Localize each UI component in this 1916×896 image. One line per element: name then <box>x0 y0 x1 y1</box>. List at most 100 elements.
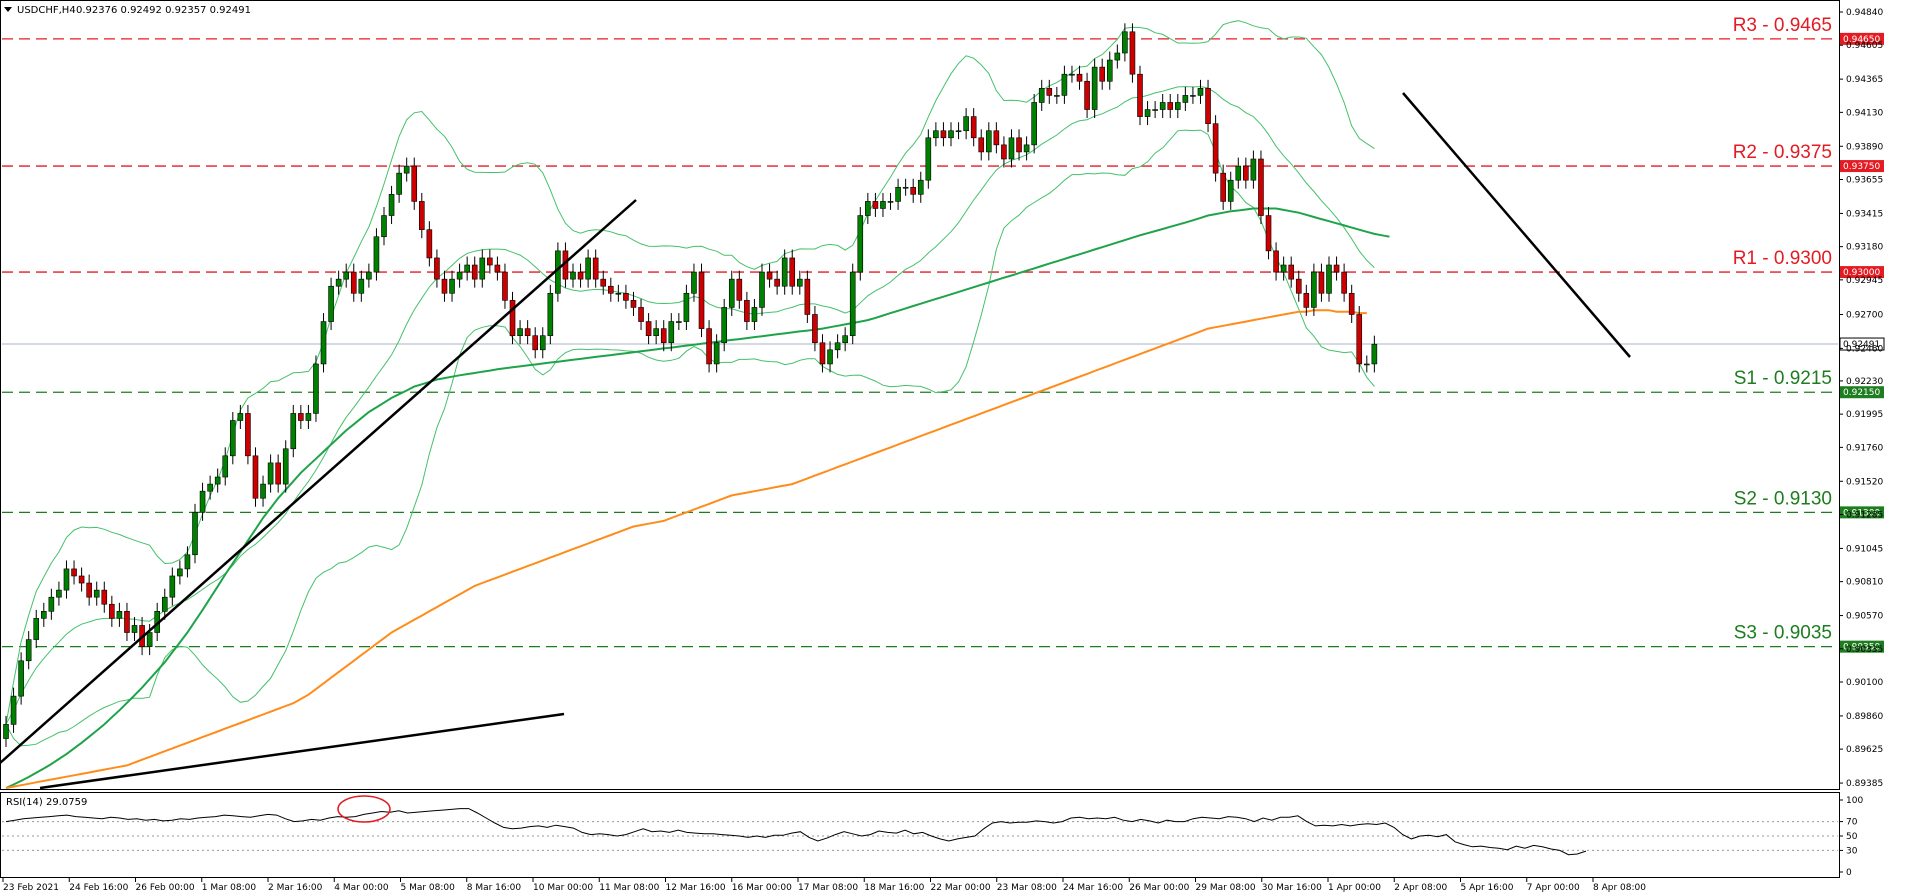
candle-bullish <box>728 278 735 308</box>
candle-bearish <box>789 257 796 287</box>
candle-bearish <box>660 328 667 344</box>
candle-bullish <box>902 186 909 189</box>
candle-bearish <box>1318 271 1325 294</box>
candle-bearish <box>532 335 539 351</box>
candle-bullish <box>1197 88 1204 96</box>
candle-bullish <box>449 278 455 294</box>
y-tick-label: 0.93180 <box>1846 243 1883 253</box>
level-price-tag <box>1840 506 1884 519</box>
y-tick-label: 0.90570 <box>1846 612 1883 622</box>
x-tick-label: 24 Feb 16:00 <box>69 883 128 893</box>
current-price-tag-label: 0.92491 <box>1843 340 1880 350</box>
level-price-tag-label: 0.90350 <box>1843 643 1880 653</box>
candle-bullish <box>184 554 191 570</box>
candle-bearish <box>744 300 750 322</box>
candle-bearish <box>766 271 773 280</box>
candle-bullish <box>290 413 297 450</box>
candle-bearish <box>1265 215 1272 252</box>
candle-bullish <box>464 264 470 273</box>
rsi-y-tick-label: 50 <box>1846 832 1858 842</box>
candle-bullish <box>320 321 327 365</box>
candle-bullish <box>456 271 463 280</box>
candle-bearish <box>275 462 281 485</box>
candle-bearish <box>645 321 652 336</box>
candle-bullish <box>33 618 40 640</box>
candle-bullish <box>192 512 198 556</box>
candle-bearish <box>1167 102 1174 110</box>
candle-bearish <box>819 342 826 365</box>
candle-bearish <box>441 278 448 294</box>
candle-bullish <box>1227 179 1234 202</box>
candle-bullish <box>849 271 856 336</box>
candle-bearish <box>350 271 357 294</box>
level-price-tag <box>1840 32 1884 45</box>
candle-bearish <box>411 165 418 202</box>
candle-bearish <box>630 300 637 308</box>
candle-bearish <box>940 130 947 139</box>
rsi-chart-frame <box>0 792 1840 878</box>
candle-bullish <box>1235 165 1242 181</box>
candle-bearish <box>1356 314 1363 365</box>
candle-bullish <box>570 271 576 280</box>
candle-bullish <box>676 321 682 323</box>
y-tick-label: 0.90100 <box>1846 678 1883 688</box>
x-tick-label: 1 Mar 08:00 <box>202 883 257 893</box>
candle-bearish <box>638 307 644 322</box>
candle-bullish <box>48 596 55 612</box>
level-label-support: S1 - 0.9215 <box>1734 368 1832 389</box>
candle-bullish <box>683 292 690 322</box>
x-tick-label: 24 Mar 16:00 <box>1063 883 1123 893</box>
y-tick-label: 0.89385 <box>1846 779 1883 789</box>
y-tick-label: 0.94365 <box>1846 75 1883 85</box>
candle-bullish <box>396 172 402 195</box>
candle-bullish <box>691 271 697 294</box>
candle-bullish <box>963 116 969 132</box>
rsi-line <box>5 808 1587 856</box>
candle-bearish <box>993 130 1000 146</box>
level-label-resistance: R1 - 0.9300 <box>1733 248 1832 269</box>
candle-bearish <box>970 116 977 139</box>
y-tick-label: 0.92945 <box>1846 276 1883 286</box>
x-tick-label: 17 Mar 08:00 <box>798 883 858 893</box>
candle-bullish <box>713 342 720 365</box>
candle-bearish <box>426 229 433 259</box>
candle-bearish <box>1273 250 1279 273</box>
candle-bullish <box>1311 271 1317 308</box>
x-tick-label: 8 Apr 08:00 <box>1593 883 1646 893</box>
candle-bearish <box>1084 80 1090 110</box>
y-tick-label: 0.94840 <box>1846 8 1883 18</box>
candle-bearish <box>101 589 108 605</box>
candle-bearish <box>978 137 985 153</box>
candle-bearish <box>910 186 917 195</box>
candle-bullish <box>93 589 100 598</box>
candle-bullish <box>146 632 153 647</box>
candle-bullish <box>366 271 372 280</box>
x-tick-label: 23 Mar 08:00 <box>997 883 1057 893</box>
candle-bullish <box>207 483 213 492</box>
candle-bullish <box>1371 343 1378 365</box>
candle-bearish <box>1220 172 1226 202</box>
candle-bullish <box>63 568 70 591</box>
candle-bullish <box>1159 102 1166 110</box>
candle-bullish <box>865 201 871 216</box>
x-tick-label: 26 Mar 00:00 <box>1129 883 1189 893</box>
candle-bearish <box>418 201 425 230</box>
candle-bearish <box>600 278 607 287</box>
candle-bullish <box>668 321 675 344</box>
level-label-resistance: R2 - 0.9375 <box>1733 142 1832 163</box>
candle-bearish <box>804 278 811 315</box>
collapse-triangle-icon[interactable] <box>4 7 12 12</box>
x-tick-label: 29 Mar 08:00 <box>1196 883 1256 893</box>
y-tick-label: 0.90810 <box>1846 578 1883 588</box>
candle-bullish <box>1061 73 1068 96</box>
candle-bullish <box>214 476 221 485</box>
level-price-tag-label: 0.94650 <box>1843 35 1880 45</box>
candle-bearish <box>706 328 712 365</box>
candle-bullish <box>388 194 395 216</box>
candle-bearish <box>1129 31 1136 75</box>
candle-bullish <box>1326 264 1332 294</box>
candle-bullish <box>177 568 183 577</box>
candle-bullish <box>260 483 266 499</box>
current-price-tag <box>1839 337 1885 351</box>
